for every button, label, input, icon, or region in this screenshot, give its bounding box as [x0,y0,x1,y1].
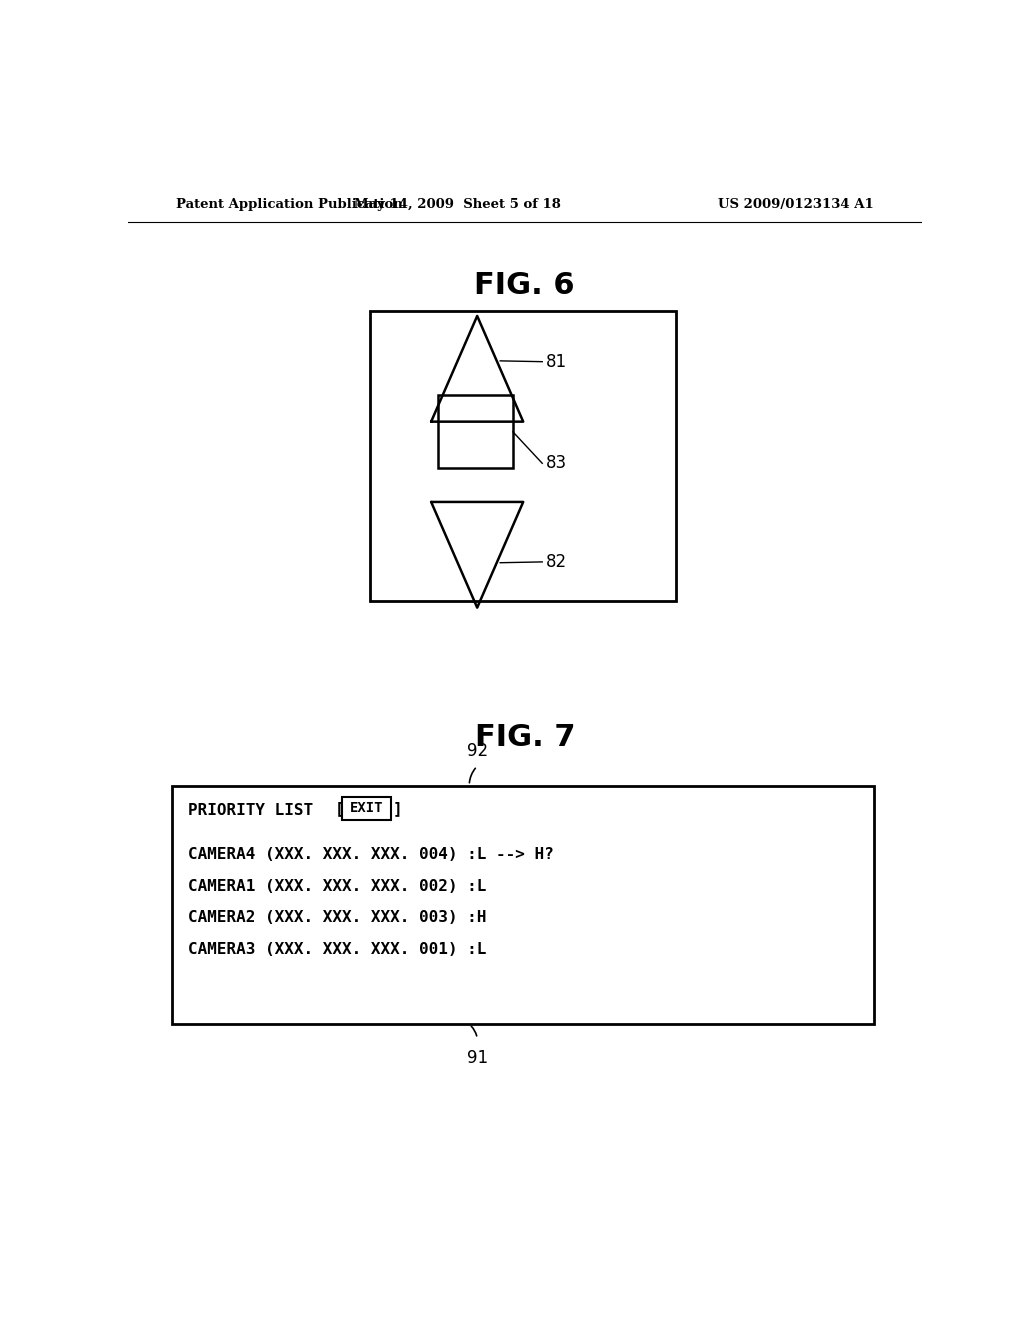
Text: [: [ [335,801,345,816]
Text: May 14, 2009  Sheet 5 of 18: May 14, 2009 Sheet 5 of 18 [354,198,561,211]
Bar [172,785,874,1024]
Text: CAMERA4 (XXX. XXX. XXX. 004) :L --> H?: CAMERA4 (XXX. XXX. XXX. 004) :L --> H? [187,847,553,862]
Bar [437,395,513,469]
Text: 83: 83 [546,454,567,473]
Text: US 2009/0123134 A1: US 2009/0123134 A1 [718,198,873,211]
Text: EXIT: EXIT [350,801,384,816]
Text: CAMERA2 (XXX. XXX. XXX. 003) :H: CAMERA2 (XXX. XXX. XXX. 003) :H [187,911,486,925]
Text: 81: 81 [546,352,567,371]
Text: ]: ] [393,801,402,816]
Text: FIG. 7: FIG. 7 [474,723,575,752]
Text: 82: 82 [546,553,567,572]
Text: FIG. 6: FIG. 6 [474,271,575,300]
Text: CAMERA1 (XXX. XXX. XXX. 002) :L: CAMERA1 (XXX. XXX. XXX. 002) :L [187,879,486,894]
Text: Patent Application Publication: Patent Application Publication [176,198,402,211]
Text: 91: 91 [467,1049,487,1067]
Text: CAMERA3 (XXX. XXX. XXX. 001) :L: CAMERA3 (XXX. XXX. XXX. 001) :L [187,941,486,957]
Bar [370,312,676,601]
Text: 92: 92 [467,742,487,760]
Text: PRIORITY LIST: PRIORITY LIST [187,804,332,818]
Bar [342,797,391,820]
